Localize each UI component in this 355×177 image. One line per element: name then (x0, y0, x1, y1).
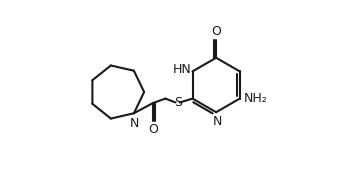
Text: N: N (213, 115, 222, 128)
Text: NH₂: NH₂ (244, 92, 268, 105)
Text: S: S (174, 96, 182, 110)
Text: N: N (130, 118, 140, 130)
Text: O: O (211, 25, 221, 38)
Text: HN: HN (173, 64, 191, 76)
Text: O: O (148, 123, 158, 136)
